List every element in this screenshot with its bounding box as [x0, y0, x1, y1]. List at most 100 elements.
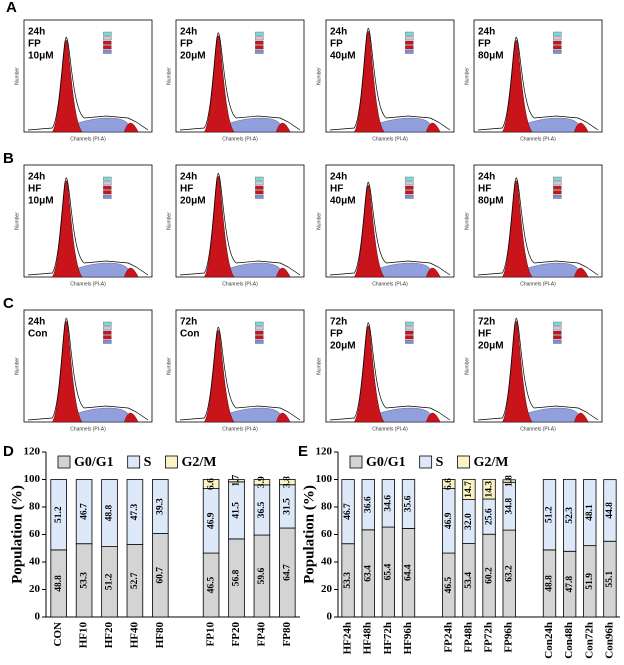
legend-swatch [103, 40, 112, 45]
bar-segment [101, 479, 118, 547]
x-tick-label: FP48h [462, 622, 474, 653]
data-label: 48.8 [105, 504, 115, 521]
panel-condition: 24h [330, 27, 347, 38]
panel-letter: E [298, 443, 308, 460]
bar-segment [341, 479, 355, 545]
data-label: 31.5 [282, 498, 292, 515]
axis-title: Channels (PI-A) [520, 426, 556, 432]
legend-swatch [255, 326, 264, 331]
x-tick-label: HF96h [402, 622, 414, 654]
y-tick-label: 120 [24, 446, 41, 458]
panel-condition: 24h [28, 172, 45, 183]
data-label: 14.7 [464, 481, 474, 498]
histogram-g1-peak [353, 184, 385, 278]
histogram-envelope [27, 317, 149, 421]
axis-title: Channels (PI-A) [372, 426, 408, 432]
data-label: 48.8 [545, 575, 555, 592]
legend-swatch [405, 335, 414, 340]
legend-swatch [405, 176, 414, 181]
legend-swatch [553, 40, 562, 45]
data-label: 41.5 [232, 502, 242, 519]
axis-title: Number [166, 67, 172, 85]
histogram-g2-peak [275, 267, 291, 278]
data-label: 53.3 [343, 572, 353, 589]
legend-swatch [103, 190, 112, 195]
y-tick-label: 20 [321, 583, 333, 595]
data-label: 51.2 [105, 573, 115, 590]
legend-label: G0/G1 [366, 455, 406, 470]
histogram-g1-peak [353, 325, 385, 423]
x-tick-label: FP96h [503, 622, 515, 653]
data-label: 64.7 [282, 564, 292, 581]
bar-segment [562, 478, 577, 552]
axis-title: Channels (PI-A) [520, 281, 556, 287]
data-label: 56.8 [232, 569, 242, 586]
bar-segment [202, 479, 220, 489]
y-axis-title: Population (%) [301, 485, 317, 584]
histogram-g2-peak [573, 122, 589, 133]
bar-segment [228, 479, 245, 483]
panel-condition: FP [330, 329, 343, 340]
legend-swatch [103, 45, 112, 50]
panel-condition: 10μM [28, 51, 54, 62]
legend-swatch [103, 36, 112, 41]
histogram-envelope [179, 326, 301, 421]
data-label: 63.2 [504, 565, 514, 582]
data-label: 34.8 [504, 498, 514, 515]
legend-label: G2/M [181, 455, 216, 470]
data-label: 51.9 [585, 573, 595, 590]
y-tick-label: 0 [35, 611, 41, 623]
legend-swatch [255, 321, 264, 326]
legend-swatch [405, 49, 414, 54]
y-tick-label: 100 [24, 473, 41, 485]
data-label: 25.6 [484, 508, 494, 525]
panel-condition: 72h [330, 317, 347, 328]
panel-condition: 24h [478, 27, 495, 38]
histogram-envelope [179, 32, 301, 131]
histogram-g1-peak [501, 180, 533, 278]
panel-condition: 24h [330, 172, 347, 183]
data-label: 3.8 [282, 476, 292, 488]
x-tick-label: Con24h [543, 622, 555, 659]
histogram-envelope [27, 36, 149, 131]
legend-swatch [103, 330, 112, 335]
legend-swatch [553, 45, 562, 50]
legend-swatch [165, 455, 178, 469]
data-label: 39.3 [155, 498, 165, 515]
legend-swatch [255, 339, 264, 344]
panel-letter: A [6, 0, 17, 16]
legend-swatch [255, 185, 264, 190]
axis-title: Number [14, 212, 20, 230]
legend-swatch [127, 455, 141, 469]
data-label: 53.4 [464, 572, 474, 589]
panel-condition: Con [180, 329, 199, 340]
y-axis-title: Population (%) [9, 485, 25, 584]
bar-segment [361, 479, 375, 531]
data-label: 46.7 [343, 503, 353, 520]
histogram-g1-peak [353, 30, 385, 133]
panel-condition: HF [330, 184, 343, 195]
legend-swatch [103, 339, 112, 344]
data-label: 44.8 [605, 502, 615, 519]
legend-swatch [553, 36, 562, 41]
data-label: 46.7 [79, 503, 89, 520]
legend-swatch [103, 194, 112, 199]
x-tick-label: HF10 [78, 622, 90, 649]
panel-condition: 20μM [180, 51, 206, 62]
axis-title: Channels (PI-A) [372, 281, 408, 287]
data-label: 55.1 [605, 571, 615, 588]
data-label: 6.6 [444, 478, 454, 490]
data-label: 47.3 [130, 503, 140, 520]
x-tick-label: HF40 [128, 622, 140, 649]
histogram-g1-peak [203, 35, 235, 133]
histogram-envelope [329, 27, 451, 131]
y-tick-label: 40 [29, 556, 41, 568]
panel-letter: D [3, 443, 14, 460]
legend-swatch [103, 181, 112, 186]
axis-title: Number [14, 357, 20, 375]
legend-swatch [553, 335, 562, 340]
data-label: 47.8 [565, 576, 575, 593]
